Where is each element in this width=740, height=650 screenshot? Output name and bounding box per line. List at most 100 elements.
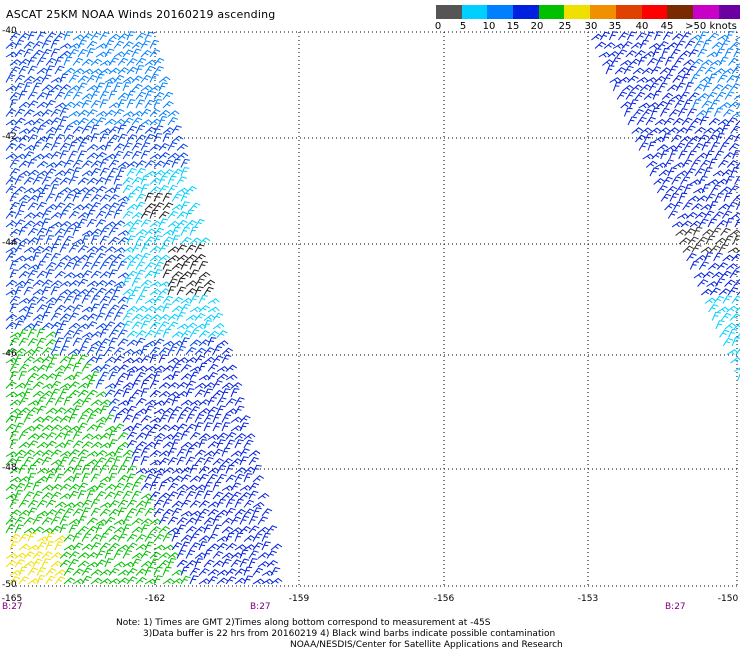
wind-barb (135, 468, 148, 474)
wind-barb (167, 152, 180, 160)
wind-barb (230, 416, 243, 423)
wind-barb (135, 124, 146, 134)
wind-barb (14, 244, 25, 253)
wind-barb (221, 492, 234, 500)
wind-barb (41, 74, 52, 83)
wind-barb (632, 67, 645, 75)
wind-barb (32, 118, 44, 126)
wind-barb (50, 552, 63, 559)
wind-barb (108, 134, 120, 143)
wind-barb (153, 566, 163, 576)
wind-barb (108, 430, 118, 440)
wind-barb (104, 516, 116, 525)
wind-barb (225, 408, 238, 415)
wind-barb (86, 490, 96, 500)
wind-barb (59, 551, 72, 559)
wind-barb (708, 303, 719, 313)
wind-barb (108, 464, 119, 474)
wind-barb (135, 235, 146, 245)
wind-barb (140, 345, 150, 355)
wind-barb (144, 507, 155, 517)
wind-barb (669, 192, 679, 202)
wind-barb (18, 407, 31, 415)
wind-barb (180, 260, 191, 270)
wind-barb (153, 160, 165, 168)
wind-barb (32, 381, 44, 389)
wind-barb (672, 33, 684, 41)
wind-barb (131, 552, 144, 559)
wind-barb (688, 92, 700, 100)
wind-barb (230, 458, 243, 466)
wind-barb (649, 127, 662, 134)
wind-barb (108, 126, 120, 134)
wind-barb (725, 134, 736, 143)
wind-barb (68, 288, 81, 296)
wind-barb (36, 91, 48, 100)
wind-barb (654, 75, 666, 83)
wind-barb (135, 432, 147, 440)
wind-barb (252, 475, 265, 483)
wind-barb (95, 219, 107, 228)
wind-barb (14, 449, 27, 457)
wind-barb (189, 500, 201, 508)
wind-barb (122, 277, 132, 287)
wind-barb (189, 575, 199, 585)
wind-barb (18, 576, 30, 585)
wind-barb (167, 116, 178, 126)
wind-barb (158, 313, 171, 321)
wind-barb (234, 544, 247, 551)
wind-barb (59, 43, 72, 49)
wind-barb (651, 152, 663, 160)
wind-barb (99, 371, 110, 381)
wind-barb (54, 407, 67, 415)
wind-barb (270, 543, 283, 551)
wind-barb (198, 578, 211, 585)
wind-barb (261, 578, 274, 585)
wind-barb (63, 91, 74, 100)
wind-barb (27, 303, 37, 313)
wind-barb (9, 59, 22, 66)
wind-barb (68, 312, 79, 321)
wind-barb (108, 337, 119, 347)
wind-barb (86, 74, 98, 83)
wind-barb (99, 90, 109, 100)
wind-barb (640, 127, 653, 134)
wind-barb (104, 109, 117, 117)
wind-barb (695, 254, 707, 262)
wind-barb (705, 235, 716, 245)
wind-barb (90, 507, 101, 517)
wind-barb (728, 101, 740, 109)
wind-barb (636, 32, 647, 41)
wind-barb (32, 245, 45, 253)
wind-barb (45, 362, 55, 372)
wind-barb (59, 388, 69, 398)
wind-barb (45, 575, 56, 585)
wind-barb (144, 430, 155, 440)
wind-barb (9, 498, 19, 508)
wind-barb (710, 141, 720, 151)
wind-barb (99, 133, 109, 143)
wind-barb (149, 49, 161, 58)
wind-barb (72, 294, 82, 304)
wind-barb (185, 456, 196, 466)
wind-barb (18, 128, 31, 134)
wind-barb (81, 507, 91, 517)
wind-barb (189, 329, 200, 338)
wind-barb (212, 524, 222, 534)
wind-barb (149, 39, 160, 49)
wind-barb (27, 296, 39, 304)
wind-barb (5, 524, 16, 534)
wind-barb (158, 492, 171, 500)
wind-barb (126, 507, 138, 517)
wind-barb (68, 141, 78, 151)
wind-barb (243, 499, 255, 508)
wind-barb (68, 524, 78, 534)
wind-barb (113, 286, 123, 296)
wind-barb (176, 286, 187, 296)
wind-barb (117, 372, 129, 381)
wind-barb (72, 473, 82, 483)
wind-barb (167, 321, 179, 330)
wind-barb (108, 236, 120, 245)
legend-swatch (590, 5, 616, 19)
wind-barb (23, 560, 36, 568)
